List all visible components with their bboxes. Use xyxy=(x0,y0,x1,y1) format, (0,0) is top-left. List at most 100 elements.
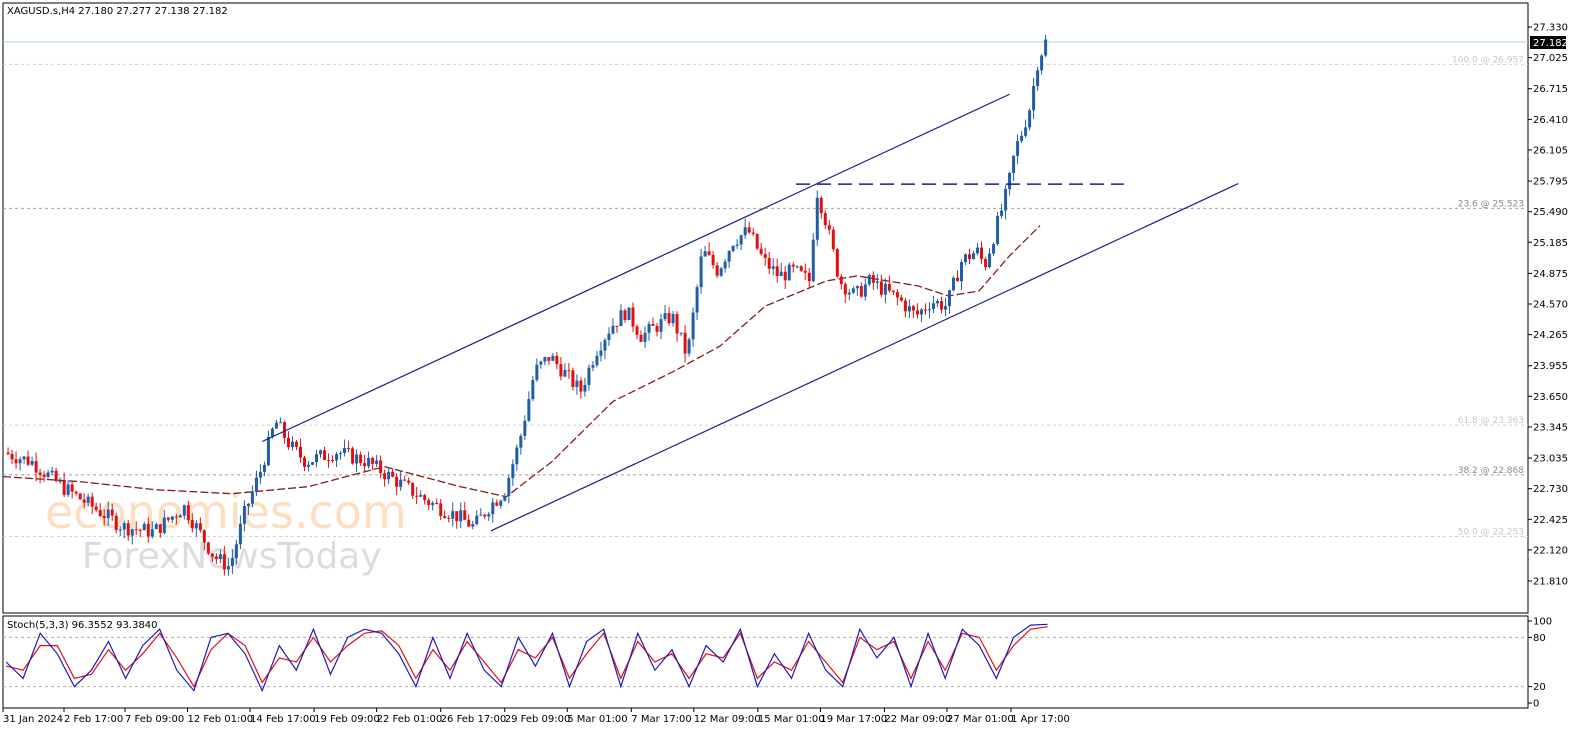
candle-body xyxy=(539,361,543,365)
y-tick-label: 27.330 xyxy=(1533,23,1568,34)
y-tick-label: 22.730 xyxy=(1533,484,1568,495)
candle-body xyxy=(871,275,875,283)
candle-body xyxy=(379,460,383,474)
candle-body xyxy=(483,514,487,517)
candle-body xyxy=(451,511,455,519)
candle-body xyxy=(695,287,699,313)
candle-body xyxy=(14,459,18,464)
candle-body xyxy=(274,422,278,429)
candle-body xyxy=(819,197,823,214)
candle-body xyxy=(367,457,371,467)
candle-body xyxy=(839,276,843,285)
candle-body xyxy=(551,355,555,361)
candle-body xyxy=(939,301,943,310)
candle-body xyxy=(875,281,879,283)
candle-body xyxy=(78,493,82,500)
candle-body xyxy=(567,370,571,372)
candle-body xyxy=(931,303,935,310)
x-tick-label: 19 Feb 09:00 xyxy=(314,714,380,725)
candle-body xyxy=(555,355,559,365)
candle-body xyxy=(242,506,246,524)
candle-body xyxy=(911,306,915,311)
candle-body xyxy=(851,288,855,293)
candle-body xyxy=(843,284,847,295)
candle-body xyxy=(94,506,98,510)
candle-body xyxy=(687,339,691,354)
candle-body xyxy=(703,251,707,257)
y-tick-label: 24.265 xyxy=(1533,330,1568,341)
y-tick-label: 26.715 xyxy=(1533,84,1568,95)
candle-body xyxy=(795,266,799,268)
candle-body xyxy=(719,268,723,276)
candle-body xyxy=(799,266,803,271)
candle-body xyxy=(575,380,579,387)
candle-body xyxy=(527,399,531,421)
candle-body xyxy=(1000,210,1004,216)
candle-body xyxy=(186,505,190,521)
candle-body xyxy=(266,436,270,466)
candle-body xyxy=(755,233,759,249)
candle-body xyxy=(194,523,198,529)
candle-body xyxy=(855,286,859,289)
candle-body xyxy=(262,465,266,472)
candle-body xyxy=(811,239,815,282)
candle-body xyxy=(82,499,86,503)
stoch-tick-label: 20 xyxy=(1533,682,1546,693)
candle-body xyxy=(943,306,947,310)
candle-body xyxy=(331,460,335,462)
candle-body xyxy=(587,367,591,385)
candle-body xyxy=(42,474,46,477)
y-tick-label: 23.345 xyxy=(1533,422,1568,433)
candle-body xyxy=(643,332,647,342)
candle-body xyxy=(298,446,302,458)
candle-body xyxy=(591,365,595,368)
candle-body xyxy=(375,460,379,464)
stoch-signal-line xyxy=(5,626,1048,688)
x-tick-label: 29 Feb 09:00 xyxy=(505,714,571,725)
candle-body xyxy=(1024,127,1028,136)
candle-body xyxy=(475,515,479,525)
candle-body xyxy=(363,463,367,467)
candle-body xyxy=(651,323,655,326)
candle-body xyxy=(282,422,286,438)
candle-body xyxy=(775,266,779,277)
candle-body xyxy=(743,227,747,236)
candle-body xyxy=(471,524,475,527)
candle-body xyxy=(395,476,399,487)
candle-body xyxy=(339,452,343,455)
y-tick-label: 23.035 xyxy=(1533,454,1568,465)
candle-body xyxy=(603,340,607,351)
candle-body xyxy=(214,556,218,560)
y-tick-label: 25.185 xyxy=(1533,238,1568,249)
candle-body xyxy=(307,464,311,467)
candle-body xyxy=(411,482,415,496)
candle-body xyxy=(387,471,391,480)
candle-body xyxy=(154,524,158,530)
y-tick-label: 22.425 xyxy=(1533,515,1568,526)
candle-body xyxy=(407,480,411,483)
candle-body xyxy=(988,253,992,268)
candle-body xyxy=(443,516,447,518)
candle-body xyxy=(503,496,507,501)
candle-body xyxy=(583,384,587,392)
candle-body xyxy=(250,491,254,504)
candle-body xyxy=(455,511,459,522)
candle-body xyxy=(615,325,619,327)
candle-body xyxy=(723,261,727,269)
candle-body xyxy=(523,420,527,436)
candle-body xyxy=(499,500,503,506)
channel xyxy=(261,93,1239,532)
stoch-header: Stoch(5,3,3) 96.3552 93.3840 xyxy=(7,620,158,631)
y-tick-label: 24.875 xyxy=(1533,269,1568,280)
candle-body xyxy=(955,277,959,282)
candle-body xyxy=(134,529,138,531)
candle-body xyxy=(647,323,651,333)
candle-body xyxy=(667,313,671,324)
candle-body xyxy=(907,306,911,312)
candle-body xyxy=(671,314,675,324)
candle-body xyxy=(286,437,290,448)
candle-body xyxy=(90,496,94,507)
candle-body xyxy=(202,530,206,543)
candle-body xyxy=(198,523,202,531)
candle-body xyxy=(1016,141,1020,156)
